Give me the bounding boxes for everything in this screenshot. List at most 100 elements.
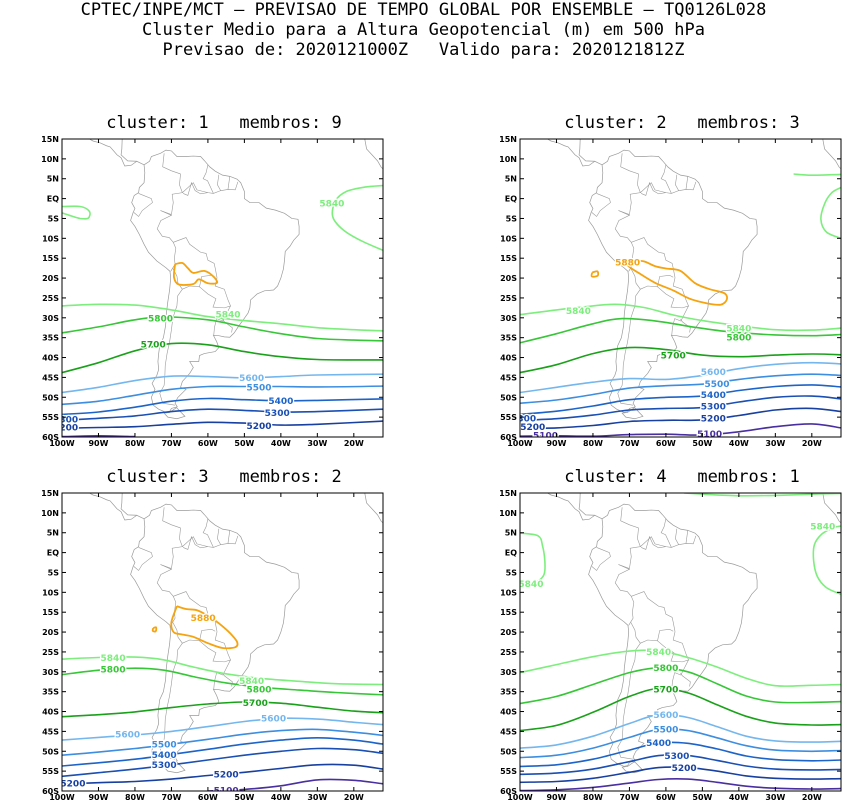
lat-tick-label: 5S (48, 214, 60, 223)
contour-label: 5200 (701, 415, 726, 425)
contour-5880 (151, 626, 158, 633)
lon-tick-label: 90W (546, 793, 566, 802)
lon-tick-label: 70W (161, 793, 181, 802)
country-border (680, 318, 691, 333)
contour-5700 (520, 687, 841, 732)
contour-label: 5100 (533, 431, 558, 441)
lat-tick-label: 5S (48, 568, 60, 577)
country-border (630, 622, 674, 644)
lon-tick-label: 70W (161, 439, 181, 448)
contour-label: 5300 (53, 416, 78, 426)
country-border (172, 268, 216, 290)
contour-label: 5300 (701, 402, 726, 412)
contour-label: 5400 (268, 397, 293, 407)
contour-5400 (62, 736, 383, 767)
lon-tick-label: 30W (307, 793, 327, 802)
coastline (547, 493, 603, 521)
map-frame (519, 138, 842, 438)
contour-label: 5400 (701, 391, 726, 401)
lon-tick-label: 50W (692, 793, 712, 802)
lat-tick-label: 10N (41, 155, 59, 164)
country-border (660, 164, 672, 194)
contour-label: 5700 (243, 699, 268, 709)
panel-4-title: cluster: 4 membros: 1 (564, 467, 800, 487)
lon-tick-label: 100W (507, 439, 533, 448)
contour-label: 5600 (115, 731, 140, 741)
country-border (213, 305, 231, 336)
country-border (685, 176, 689, 190)
country-border (199, 631, 231, 663)
lat-tick-label: 50S (42, 747, 59, 756)
country-border (227, 176, 231, 190)
contour-label: 5200 (520, 423, 545, 433)
contour-5500 (520, 373, 841, 404)
country-border (617, 643, 641, 760)
country-border (640, 535, 697, 548)
contour-5300 (62, 408, 383, 422)
country-border (618, 173, 641, 215)
contour-5300 (62, 747, 383, 778)
lon-tick-label: 50W (234, 793, 254, 802)
lon-tick-label: 60W (656, 793, 676, 802)
contour-5840 (62, 303, 383, 332)
panel-3-title: cluster: 3 membros: 2 (106, 467, 342, 487)
contour-label: 5500 (704, 380, 729, 390)
contour-5840 (820, 186, 841, 240)
contour-label: 5300 (152, 761, 177, 771)
contour-5840 (331, 184, 383, 252)
lat-tick-label: 15N (41, 489, 59, 498)
country-border (217, 528, 221, 545)
contour-5880 (172, 261, 219, 286)
contour-5200 (520, 407, 841, 430)
lat-tick-label: 15S (500, 254, 517, 263)
country-border (202, 518, 214, 548)
lat-tick-label: EQ (505, 549, 517, 558)
contour-label: 5700 (653, 685, 678, 695)
lat-tick-label: 55S (500, 767, 517, 776)
contour-5880 (590, 270, 600, 278)
lon-tick-label: 50W (692, 439, 712, 448)
country-border (182, 535, 208, 550)
contour-label: 5700 (661, 352, 686, 362)
lat-tick-label: 35S (500, 334, 517, 343)
country-border (657, 277, 689, 309)
contour-5880 (170, 605, 239, 650)
lon-tick-label: 50W (234, 439, 254, 448)
contour-5700 (520, 346, 841, 374)
contour-label: 5800 (726, 333, 751, 343)
lat-tick-label: 45S (42, 727, 59, 736)
map-content: 5880584058005840580057005600560055005400… (62, 493, 383, 797)
country-border (591, 193, 611, 217)
coastline (163, 761, 186, 774)
contour-5400 (520, 741, 841, 768)
country-border (162, 507, 181, 529)
lon-tick-label: 70W (619, 439, 639, 448)
lon-tick-label: 80W (583, 793, 603, 802)
country-border (675, 528, 679, 545)
contour-label: 5840 (566, 307, 591, 317)
contour-label: 5600 (239, 374, 264, 384)
contour-label: 5500 (246, 384, 271, 394)
lat-tick-label: 60S (500, 787, 517, 796)
lon-tick-label: 20W (802, 439, 822, 448)
lat-tick-label: 5N (505, 175, 517, 184)
contour-5840 (793, 173, 841, 177)
coastline (822, 139, 841, 170)
country-border (199, 277, 231, 309)
country-border (162, 153, 181, 175)
contour-5800 (520, 666, 841, 705)
contour-5400 (62, 397, 383, 416)
lon-tick-label: 20W (344, 793, 364, 802)
country-border (685, 530, 689, 544)
map-frame (61, 138, 384, 438)
contour-label: 5200 (672, 764, 697, 774)
contour-label: 5100 (214, 787, 239, 797)
contour-5800 (520, 317, 841, 344)
country-border (631, 237, 676, 278)
contour-label: 5800 (148, 315, 173, 325)
header-line-2: Cluster Medio para a Altura Geopotencial… (142, 20, 705, 40)
lat-tick-label: 15S (500, 608, 517, 617)
lat-tick-label: 10S (500, 234, 517, 243)
